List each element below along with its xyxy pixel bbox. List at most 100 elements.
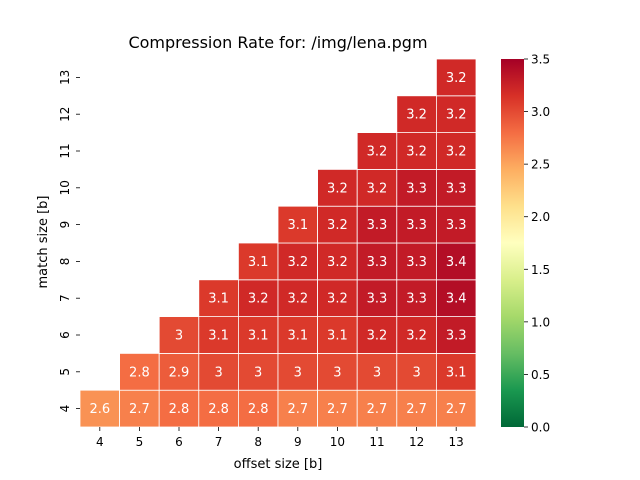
cell-value-label: 3.3	[406, 255, 427, 270]
y-tick-label: 7	[58, 294, 72, 302]
cell-value-label: 2.7	[367, 402, 388, 417]
cell-value-label: 3.4	[446, 292, 467, 307]
x-tick-label: 6	[175, 435, 183, 449]
x-tick-label: 10	[330, 435, 345, 449]
cell-value-label: 2.7	[446, 402, 467, 417]
cell-value-label: 3.2	[367, 181, 388, 196]
cell-value-label: 3.3	[406, 218, 427, 233]
cell-value-label: 3	[254, 365, 262, 380]
heatmap-cell	[237, 242, 279, 281]
cell-value-label: 3.2	[248, 292, 269, 307]
heatmap-cell	[277, 389, 318, 428]
heatmap-cell	[435, 58, 477, 97]
colorbar-tick-label: 0.0	[531, 421, 550, 435]
y-tick-label: 13	[58, 70, 72, 85]
cell-value-label: 3.2	[446, 71, 467, 86]
colorbar-tick-label: 1.0	[531, 315, 550, 329]
cell-value-label: 3.1	[208, 329, 229, 344]
x-axis: 4 5 6 7 8 9 10 11 12 13	[96, 427, 464, 449]
heatmap-cell	[356, 242, 398, 281]
x-tick-label: 4	[96, 435, 104, 449]
y-tick-label: 11	[58, 143, 72, 158]
cell-value-label: 3.1	[208, 292, 229, 307]
heatmap-cell	[317, 352, 358, 391]
cell-value-label: 3	[412, 365, 420, 380]
cell-value-label: 3.3	[367, 292, 388, 307]
y-tick-label: 5	[58, 368, 72, 376]
heatmap-cell	[356, 352, 398, 391]
cell-value-label: 3.2	[367, 329, 388, 344]
x-tick-label: 5	[136, 435, 144, 449]
colorbar-tick-label: 2.0	[531, 210, 550, 224]
cell-value-label: 2.8	[248, 402, 269, 417]
cell-value-label: 3	[373, 365, 381, 380]
cell-value-label: 2.8	[129, 365, 150, 380]
heatmap-cell	[435, 168, 477, 207]
colorbar-tick-label: 0.5	[531, 368, 550, 382]
colorbar-tick-label: 3.5	[531, 53, 550, 67]
cell-value-label: 3.1	[248, 255, 269, 270]
cell-value-label: 2.8	[208, 402, 229, 417]
heatmap-cell	[119, 389, 160, 428]
heatmap-cell	[396, 352, 437, 391]
cell-value-label: 3.4	[446, 255, 467, 270]
cell-value-label: 3.3	[367, 218, 388, 233]
cell-value-label: 3.2	[406, 145, 427, 160]
cell-value-label: 3.3	[367, 255, 388, 270]
heatmap-cell	[158, 316, 200, 354]
cell-value-label: 2.7	[287, 402, 308, 417]
heatmap-cell	[356, 132, 398, 170]
cell-value-label: 3.3	[446, 329, 467, 344]
x-tick-label: 13	[449, 435, 464, 449]
cell-value-label: 3.2	[446, 145, 467, 160]
x-tick-label: 8	[254, 435, 262, 449]
cell-value-label: 3.2	[406, 108, 427, 123]
heatmap-cell	[277, 316, 318, 354]
heatmap-cell	[277, 205, 318, 244]
cell-value-label: 3.2	[446, 108, 467, 123]
y-tick-label: 12	[58, 107, 72, 122]
heatmap-cell	[435, 132, 477, 170]
heatmap-cell	[435, 279, 477, 317]
y-tick-label: 8	[58, 258, 72, 266]
cell-value-label: 2.7	[129, 402, 150, 417]
x-tick-label: 11	[369, 435, 384, 449]
heatmap-cell	[396, 168, 437, 207]
cell-value-label: 2.8	[169, 402, 190, 417]
cell-value-label: 3.2	[327, 255, 348, 270]
cell-value-label: 3.1	[327, 329, 348, 344]
cell-value-label: 2.9	[169, 365, 190, 380]
cell-value-label: 2.7	[406, 402, 427, 417]
x-tick-label: 9	[294, 435, 302, 449]
y-tick-label: 6	[58, 331, 72, 339]
cell-value-label: 3	[214, 365, 222, 380]
colorbar	[501, 59, 524, 427]
heatmap-cell	[158, 352, 200, 391]
chart-title: Compression Rate for: /img/lena.pgm	[128, 33, 427, 52]
cell-value-label: 3.2	[287, 292, 308, 307]
cell-value-label: 3.1	[446, 365, 467, 380]
heatmap-cell	[277, 242, 318, 281]
heatmap-cell	[79, 389, 120, 428]
cell-value-label: 3	[333, 365, 341, 380]
heatmap-cell	[356, 316, 398, 354]
heatmap-cell	[396, 95, 437, 134]
y-tick-label: 4	[58, 405, 72, 413]
heatmap-cell	[435, 352, 477, 391]
heatmap-cell	[356, 168, 398, 207]
heatmap-cell	[198, 352, 239, 391]
heatmap-cell	[237, 279, 279, 317]
cell-value-label: 3.3	[406, 181, 427, 196]
heatmap-cell	[435, 95, 477, 134]
cell-value-label: 3.2	[287, 255, 308, 270]
heatmap-cell	[435, 316, 477, 354]
cell-value-label: 3.1	[287, 218, 308, 233]
cell-value-label: 3.1	[287, 329, 308, 344]
heatmap-cell	[435, 389, 477, 428]
cell-value-label: 3	[294, 365, 302, 380]
heatmap-cell	[198, 279, 239, 317]
cell-value-label: 2.7	[327, 402, 348, 417]
y-tick-label: 10	[58, 180, 72, 195]
cell-value-label: 3.2	[406, 329, 427, 344]
